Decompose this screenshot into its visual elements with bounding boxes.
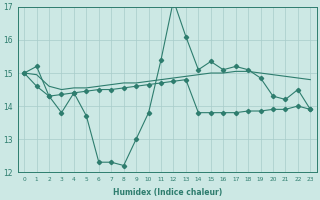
- X-axis label: Humidex (Indice chaleur): Humidex (Indice chaleur): [113, 188, 222, 197]
